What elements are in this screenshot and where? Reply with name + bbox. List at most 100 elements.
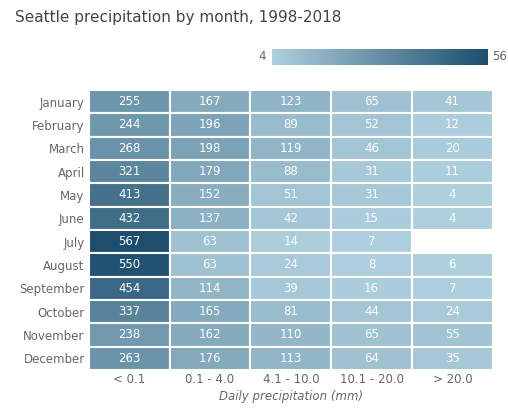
Bar (89, 183, 170, 206)
Bar (331, 253, 412, 277)
Text: 238: 238 (118, 329, 140, 342)
Text: 39: 39 (283, 282, 298, 295)
Bar (89, 206, 170, 230)
Text: 64: 64 (364, 352, 379, 365)
Bar (170, 347, 250, 370)
Text: Seattle precipitation by month, 1998-2018: Seattle precipitation by month, 1998-201… (15, 10, 341, 25)
Bar (250, 300, 331, 323)
Text: 42: 42 (283, 212, 298, 225)
Text: 337: 337 (118, 305, 140, 318)
Text: 179: 179 (199, 165, 221, 178)
Text: 65: 65 (364, 329, 379, 342)
Text: 7: 7 (368, 235, 375, 248)
Text: 12: 12 (445, 118, 460, 131)
Text: 15: 15 (364, 212, 379, 225)
Text: 167: 167 (199, 95, 221, 108)
Bar (412, 183, 493, 206)
Text: 31: 31 (364, 165, 379, 178)
Text: 114: 114 (199, 282, 221, 295)
Bar (331, 206, 412, 230)
Bar (170, 113, 250, 137)
Text: 110: 110 (279, 329, 302, 342)
Bar (412, 253, 493, 277)
Text: 65: 65 (364, 95, 379, 108)
Text: 88: 88 (283, 165, 298, 178)
Bar (412, 137, 493, 160)
Bar (331, 113, 412, 137)
Text: 454: 454 (118, 282, 141, 295)
Text: 198: 198 (199, 142, 221, 155)
Text: 268: 268 (118, 142, 141, 155)
Text: 4: 4 (258, 50, 266, 64)
Text: 51: 51 (283, 189, 298, 201)
Bar (250, 277, 331, 300)
Text: 567: 567 (118, 235, 141, 248)
Bar (89, 253, 170, 277)
Text: 432: 432 (118, 212, 141, 225)
Bar (170, 160, 250, 183)
Bar (89, 277, 170, 300)
Text: 4: 4 (449, 212, 456, 225)
Bar (89, 137, 170, 160)
Bar (170, 300, 250, 323)
Bar (89, 323, 170, 347)
Text: 16: 16 (364, 282, 379, 295)
Text: 152: 152 (199, 189, 221, 201)
Bar (331, 160, 412, 183)
Text: 52: 52 (364, 118, 379, 131)
Text: 263: 263 (118, 352, 141, 365)
Text: 113: 113 (279, 352, 302, 365)
Bar (412, 160, 493, 183)
Bar (250, 183, 331, 206)
Bar (331, 137, 412, 160)
Bar (170, 90, 250, 113)
Text: 14: 14 (283, 235, 298, 248)
Text: 20: 20 (445, 142, 460, 155)
Text: 8: 8 (368, 258, 375, 271)
Text: 244: 244 (118, 118, 141, 131)
Bar (331, 323, 412, 347)
Text: 41: 41 (445, 95, 460, 108)
Text: 321: 321 (118, 165, 141, 178)
Bar (250, 160, 331, 183)
Text: 46: 46 (364, 142, 379, 155)
Text: 55: 55 (445, 329, 460, 342)
Bar (170, 277, 250, 300)
Text: 550: 550 (118, 258, 140, 271)
Bar (331, 230, 412, 253)
Bar (89, 113, 170, 137)
Text: 44: 44 (364, 305, 379, 318)
Bar (412, 300, 493, 323)
Bar (89, 347, 170, 370)
Bar (250, 90, 331, 113)
Bar (250, 230, 331, 253)
Text: 11: 11 (445, 165, 460, 178)
Text: 123: 123 (279, 95, 302, 108)
Bar (412, 90, 493, 113)
Text: 24: 24 (445, 305, 460, 318)
Bar (412, 347, 493, 370)
Bar (89, 230, 170, 253)
Bar (331, 300, 412, 323)
Text: 567: 567 (492, 50, 508, 64)
Text: 176: 176 (199, 352, 221, 365)
Text: 89: 89 (283, 118, 298, 131)
Bar (250, 206, 331, 230)
Bar (250, 323, 331, 347)
Bar (170, 253, 250, 277)
Text: 4: 4 (449, 189, 456, 201)
Bar (250, 253, 331, 277)
Bar (331, 277, 412, 300)
Text: 24: 24 (283, 258, 298, 271)
Bar (170, 323, 250, 347)
Text: 196: 196 (199, 118, 221, 131)
Text: 7: 7 (449, 282, 456, 295)
Bar (170, 206, 250, 230)
Text: 165: 165 (199, 305, 221, 318)
Bar (250, 113, 331, 137)
Bar (331, 183, 412, 206)
Bar (89, 90, 170, 113)
Bar (412, 323, 493, 347)
Bar (170, 183, 250, 206)
Text: 31: 31 (364, 189, 379, 201)
